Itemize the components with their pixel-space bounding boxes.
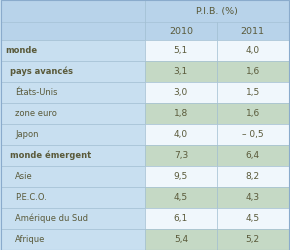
Bar [217, 61, 289, 82]
Bar [217, 103, 289, 124]
Bar [1, 103, 145, 124]
Bar [145, 61, 217, 82]
Text: États-Unis: États-Unis [15, 88, 58, 97]
Bar [217, 229, 289, 250]
Bar [1, 40, 145, 61]
Bar [145, 124, 217, 145]
Text: 3,0: 3,0 [174, 88, 188, 97]
Bar [1, 61, 145, 82]
Text: 1,6: 1,6 [246, 109, 260, 118]
Text: monde: monde [5, 46, 37, 55]
Text: Amérique du Sud: Amérique du Sud [15, 214, 88, 223]
Text: 6,4: 6,4 [246, 151, 260, 160]
Bar [1, 187, 145, 208]
Text: 4,5: 4,5 [246, 214, 260, 223]
Text: 4,5: 4,5 [174, 193, 188, 202]
Text: 5,4: 5,4 [174, 235, 188, 244]
Bar [145, 40, 217, 61]
Bar [145, 22, 217, 40]
Bar [217, 22, 289, 40]
Text: 5,2: 5,2 [246, 235, 260, 244]
Text: 4,0: 4,0 [246, 46, 260, 55]
Bar [1, 124, 145, 145]
Bar [1, 145, 145, 166]
Text: P.I.B. (%): P.I.B. (%) [196, 7, 238, 16]
Text: 6,1: 6,1 [174, 214, 188, 223]
Bar [1, 229, 145, 250]
Bar [217, 208, 289, 229]
Bar [1, 0, 145, 22]
Bar [1, 22, 145, 40]
Text: Afrique: Afrique [15, 235, 46, 244]
Bar [1, 208, 145, 229]
Text: pays avancés: pays avancés [10, 67, 73, 76]
Text: P.E.C.O.: P.E.C.O. [15, 193, 47, 202]
Text: monde émergent: monde émergent [10, 151, 91, 160]
Bar [145, 208, 217, 229]
Bar [145, 0, 289, 22]
Bar [1, 166, 145, 187]
Text: zone euro: zone euro [15, 109, 57, 118]
Text: 7,3: 7,3 [174, 151, 188, 160]
Text: 1,5: 1,5 [246, 88, 260, 97]
Bar [145, 187, 217, 208]
Bar [217, 145, 289, 166]
Text: 4,0: 4,0 [174, 130, 188, 139]
Text: 1,6: 1,6 [246, 67, 260, 76]
Bar [217, 124, 289, 145]
Text: 1,8: 1,8 [174, 109, 188, 118]
Text: 2010: 2010 [169, 27, 193, 36]
Bar [145, 166, 217, 187]
Text: – 0,5: – 0,5 [242, 130, 264, 139]
Text: Asie: Asie [15, 172, 33, 181]
Text: Japon: Japon [15, 130, 39, 139]
Bar [145, 103, 217, 124]
Bar [145, 229, 217, 250]
Text: 4,3: 4,3 [246, 193, 260, 202]
Text: 9,5: 9,5 [174, 172, 188, 181]
Text: 8,2: 8,2 [246, 172, 260, 181]
Text: 2011: 2011 [241, 27, 265, 36]
Bar [145, 82, 217, 103]
Text: 3,1: 3,1 [174, 67, 188, 76]
Bar [217, 166, 289, 187]
Bar [145, 145, 217, 166]
Bar [217, 187, 289, 208]
Bar [217, 82, 289, 103]
Bar [1, 82, 145, 103]
Text: 5,1: 5,1 [174, 46, 188, 55]
Bar [217, 40, 289, 61]
